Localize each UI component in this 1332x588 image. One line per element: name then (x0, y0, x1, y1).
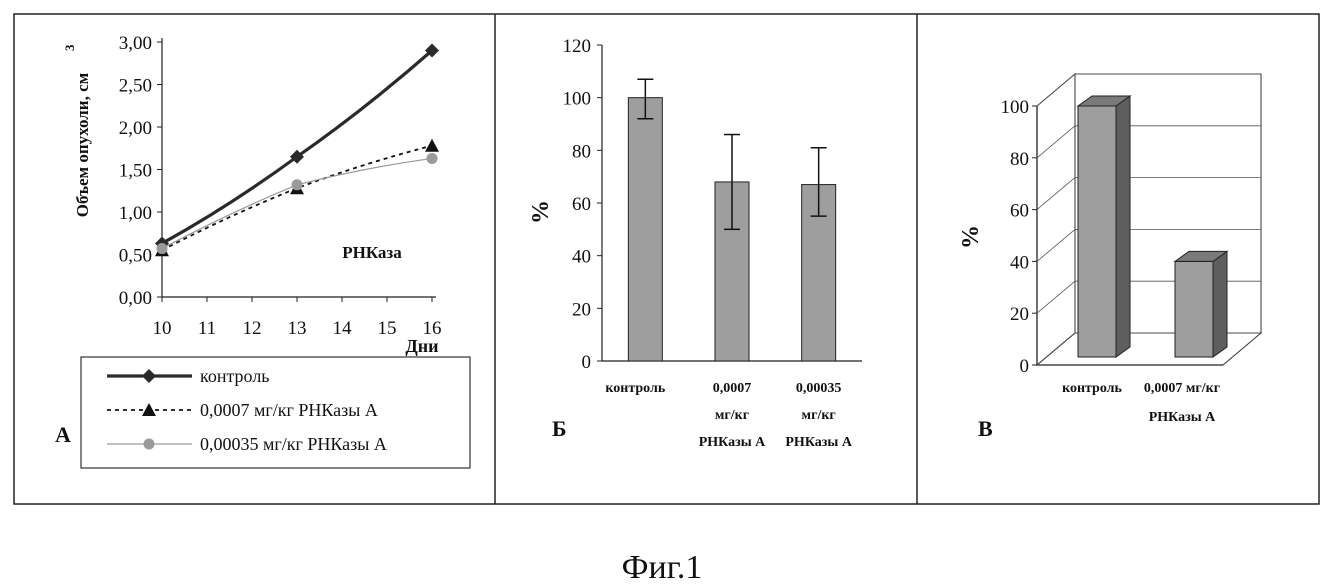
panel-a-line-chart: 0,00 0,50 1,00 1,50 2,00 2,50 3,00 10 11 12 13 14 15… (62, 33, 470, 468)
panel-b-bar-chart: 0 20 40 60 80 100 120% контроль 0,0007 мг/кг РНКаз… (528, 36, 862, 450)
panel-c-3d-bar-chart: 0 20 40 60 80 100% контроль 0,0007 мг/кг РНКазы … (958, 74, 1261, 425)
y-tick-label: 60 (1010, 201, 1029, 222)
series-line (162, 158, 432, 248)
gridline-side (1037, 229, 1075, 261)
y-tick-label: 2,50 (119, 76, 152, 97)
bar-front (1078, 106, 1116, 357)
gridline-side (1037, 281, 1075, 313)
y-tick-label: 80 (1010, 149, 1029, 170)
category-label: РНКазы А (1149, 410, 1216, 425)
category-label: 0,00035 (796, 381, 842, 396)
y-tick-label: 0,50 (119, 246, 152, 267)
x-axis-title: Дни (405, 336, 438, 356)
panel-b-label: Б (552, 416, 567, 441)
y-tick-label: 20 (572, 299, 591, 320)
y-axis-title: % (528, 200, 554, 224)
category-label: контроль (1062, 381, 1122, 396)
y-tick-label: 0 (582, 352, 592, 373)
panel-c-label: В (978, 416, 993, 441)
y-tick-label: 2,00 (119, 118, 152, 139)
category-label: РНКазы А (699, 435, 766, 450)
x-tick-label: 11 (198, 318, 216, 339)
x-tick-label: 15 (378, 318, 397, 339)
y-axis-title: % (958, 225, 984, 249)
x-tick-label: 14 (333, 318, 353, 339)
y-tick-label: 0 (1020, 356, 1030, 377)
y-tick-label: 100 (563, 89, 592, 110)
gridline-side (1037, 333, 1075, 365)
x-tick-label: 13 (288, 318, 307, 339)
y-tick-label: 0,00 (119, 288, 152, 309)
side-wall (1037, 74, 1075, 365)
series-line (162, 51, 432, 244)
data-point (292, 179, 303, 190)
legend-label: контроль (200, 366, 270, 386)
y-tick-label: 100 (1001, 97, 1030, 118)
category-label: мг/кг (715, 408, 749, 423)
bar-side (1213, 251, 1227, 357)
bar-side (1116, 96, 1130, 357)
data-point (157, 243, 168, 254)
y-tick-label: 120 (563, 36, 592, 57)
figure-caption: Фиг.1 (622, 549, 703, 586)
y-tick-label: 40 (572, 247, 591, 268)
category-label: РНКазы А (785, 435, 852, 450)
panel-a-label: А (55, 422, 71, 447)
bar-front (1175, 261, 1213, 357)
gridline-side (1037, 126, 1075, 158)
category-label: 0,0007 (713, 381, 752, 396)
y-tick-label: 40 (1010, 252, 1029, 273)
x-tick-label: 12 (243, 318, 262, 339)
gridline-side (1037, 74, 1075, 106)
gridline-side (1037, 178, 1075, 210)
data-point (425, 139, 439, 152)
legend-label: 0,0007 мг/кг РНКазы А (200, 400, 378, 420)
chart-annotation: РНКаза (342, 243, 402, 262)
x-tick-label: 10 (153, 318, 172, 339)
y-tick-label: 1,00 (119, 203, 152, 224)
category-label: контроль (605, 381, 665, 396)
y-tick-label: 80 (572, 141, 591, 162)
y-tick-label: 20 (1010, 304, 1029, 325)
y-axis-title-superscript: 3 (62, 44, 77, 51)
category-label: 0,0007 мг/кг (1144, 381, 1220, 396)
y-tick-label: 3,00 (119, 33, 152, 54)
y-tick-label: 1,50 (119, 161, 152, 182)
y-axis-title: Объем опухоли, см (73, 72, 92, 217)
y-tick-label: 60 (572, 194, 591, 215)
bar (628, 98, 662, 361)
legend-label: 0,00035 мг/кг РНКазы А (200, 434, 387, 454)
data-point (427, 153, 438, 164)
legend-marker (144, 439, 155, 450)
category-label: мг/кг (802, 408, 836, 423)
